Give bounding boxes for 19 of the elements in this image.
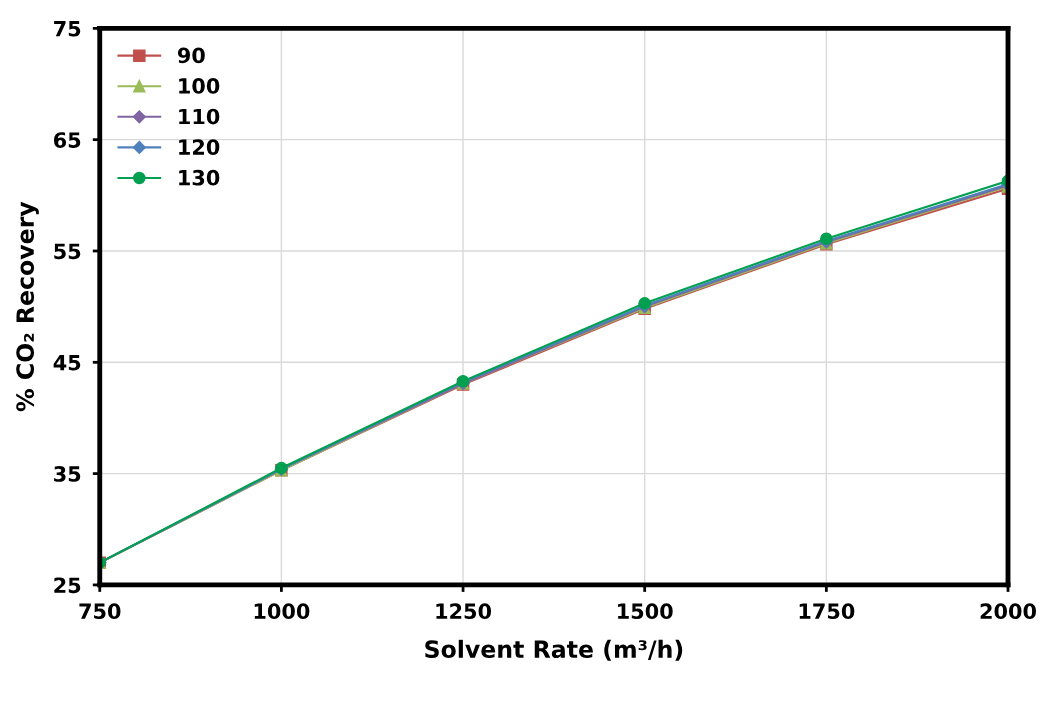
legend-label: 90	[177, 47, 205, 64]
legend-label: 100	[179, 78, 220, 94]
legend-label: 130	[179, 169, 220, 186]
x-tick-label: 2000	[980, 603, 1036, 620]
x-tick-label: 750	[79, 603, 121, 620]
x-tick-label: 1250	[436, 603, 492, 620]
y-tick-label: 65	[54, 132, 81, 148]
x-tick-label: 1750	[799, 603, 855, 620]
x-tick-label: 1000	[254, 603, 310, 620]
y-tick-label: 25	[54, 577, 81, 594]
x-axis-title: Solvent Rate (m³/h)	[425, 639, 683, 661]
legend-label: 120	[179, 139, 220, 155]
y-tick-label: 55	[54, 243, 81, 260]
y-axis-title: % CO₂ Recovery	[16, 201, 39, 412]
y-tick-label: 75	[54, 21, 81, 37]
legend-label: 110	[179, 108, 220, 125]
y-tick-label: 45	[53, 355, 81, 371]
y-tick-label: 35	[54, 466, 81, 482]
x-tick-label: 1500	[618, 603, 673, 620]
